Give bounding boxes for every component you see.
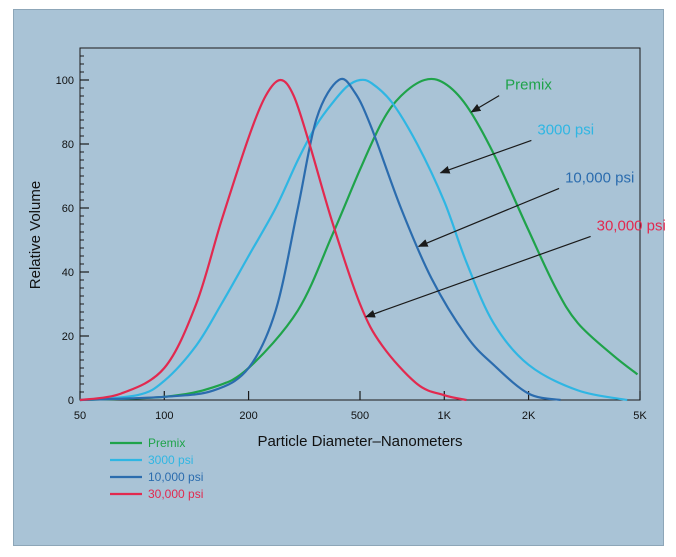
x-tick-label: 1K — [438, 410, 452, 422]
annotation-arrow — [417, 187, 560, 247]
x-tick-label: 2K — [522, 410, 536, 422]
x-tick-label: 500 — [351, 410, 369, 422]
series-line-10-000-psi — [79, 77, 561, 402]
legend: Premix 3000 psi 10,000 psi 30,000 psi — [110, 436, 203, 501]
x-tick-label: 200 — [239, 410, 257, 422]
annotation-label: 10,000 psi — [565, 169, 634, 186]
annotation-label: 3000 psi — [537, 121, 594, 138]
annotation-label: Premix — [505, 77, 552, 94]
x-axis-ticks: 50 100 200 500 1K 2K 5K — [74, 391, 647, 422]
legend-label: 3000 psi — [148, 453, 193, 467]
y-tick-label: 80 — [62, 139, 74, 151]
series-lines — [79, 77, 639, 402]
annotation-label: 30,000 psi — [597, 217, 666, 234]
annotations: Premix 3000 psi 10,000 psi 30,000 psi — [364, 77, 666, 318]
x-tick-label: 5K — [633, 410, 647, 422]
legend-label: Premix — [148, 436, 185, 450]
y-tick-label: 60 — [62, 203, 74, 215]
y-minor-ticks — [80, 47, 84, 401]
series-line-30-000-psi — [79, 78, 467, 402]
annotation-arrow — [364, 235, 591, 318]
y-axis-title: Relative Volume — [27, 181, 44, 289]
legend-label: 10,000 psi — [148, 470, 203, 484]
series-line-3000-psi — [79, 78, 628, 402]
y-tick-label: 0 — [68, 395, 74, 407]
x-tick-label: 100 — [155, 410, 173, 422]
y-axis-ticks: 0 20 40 60 80 100 — [56, 75, 89, 407]
series-line-premix — [79, 77, 639, 402]
x-axis-title: Particle Diameter–Nanometers — [257, 433, 462, 450]
chart-frame — [13, 9, 664, 546]
annotation-arrow — [439, 139, 532, 174]
y-tick-label: 100 — [56, 75, 74, 87]
legend-label: 30,000 psi — [148, 487, 203, 501]
annotation-arrow — [470, 95, 500, 113]
y-tick-label: 40 — [62, 267, 74, 279]
y-tick-label: 20 — [62, 331, 74, 343]
x-tick-label: 50 — [74, 410, 86, 422]
